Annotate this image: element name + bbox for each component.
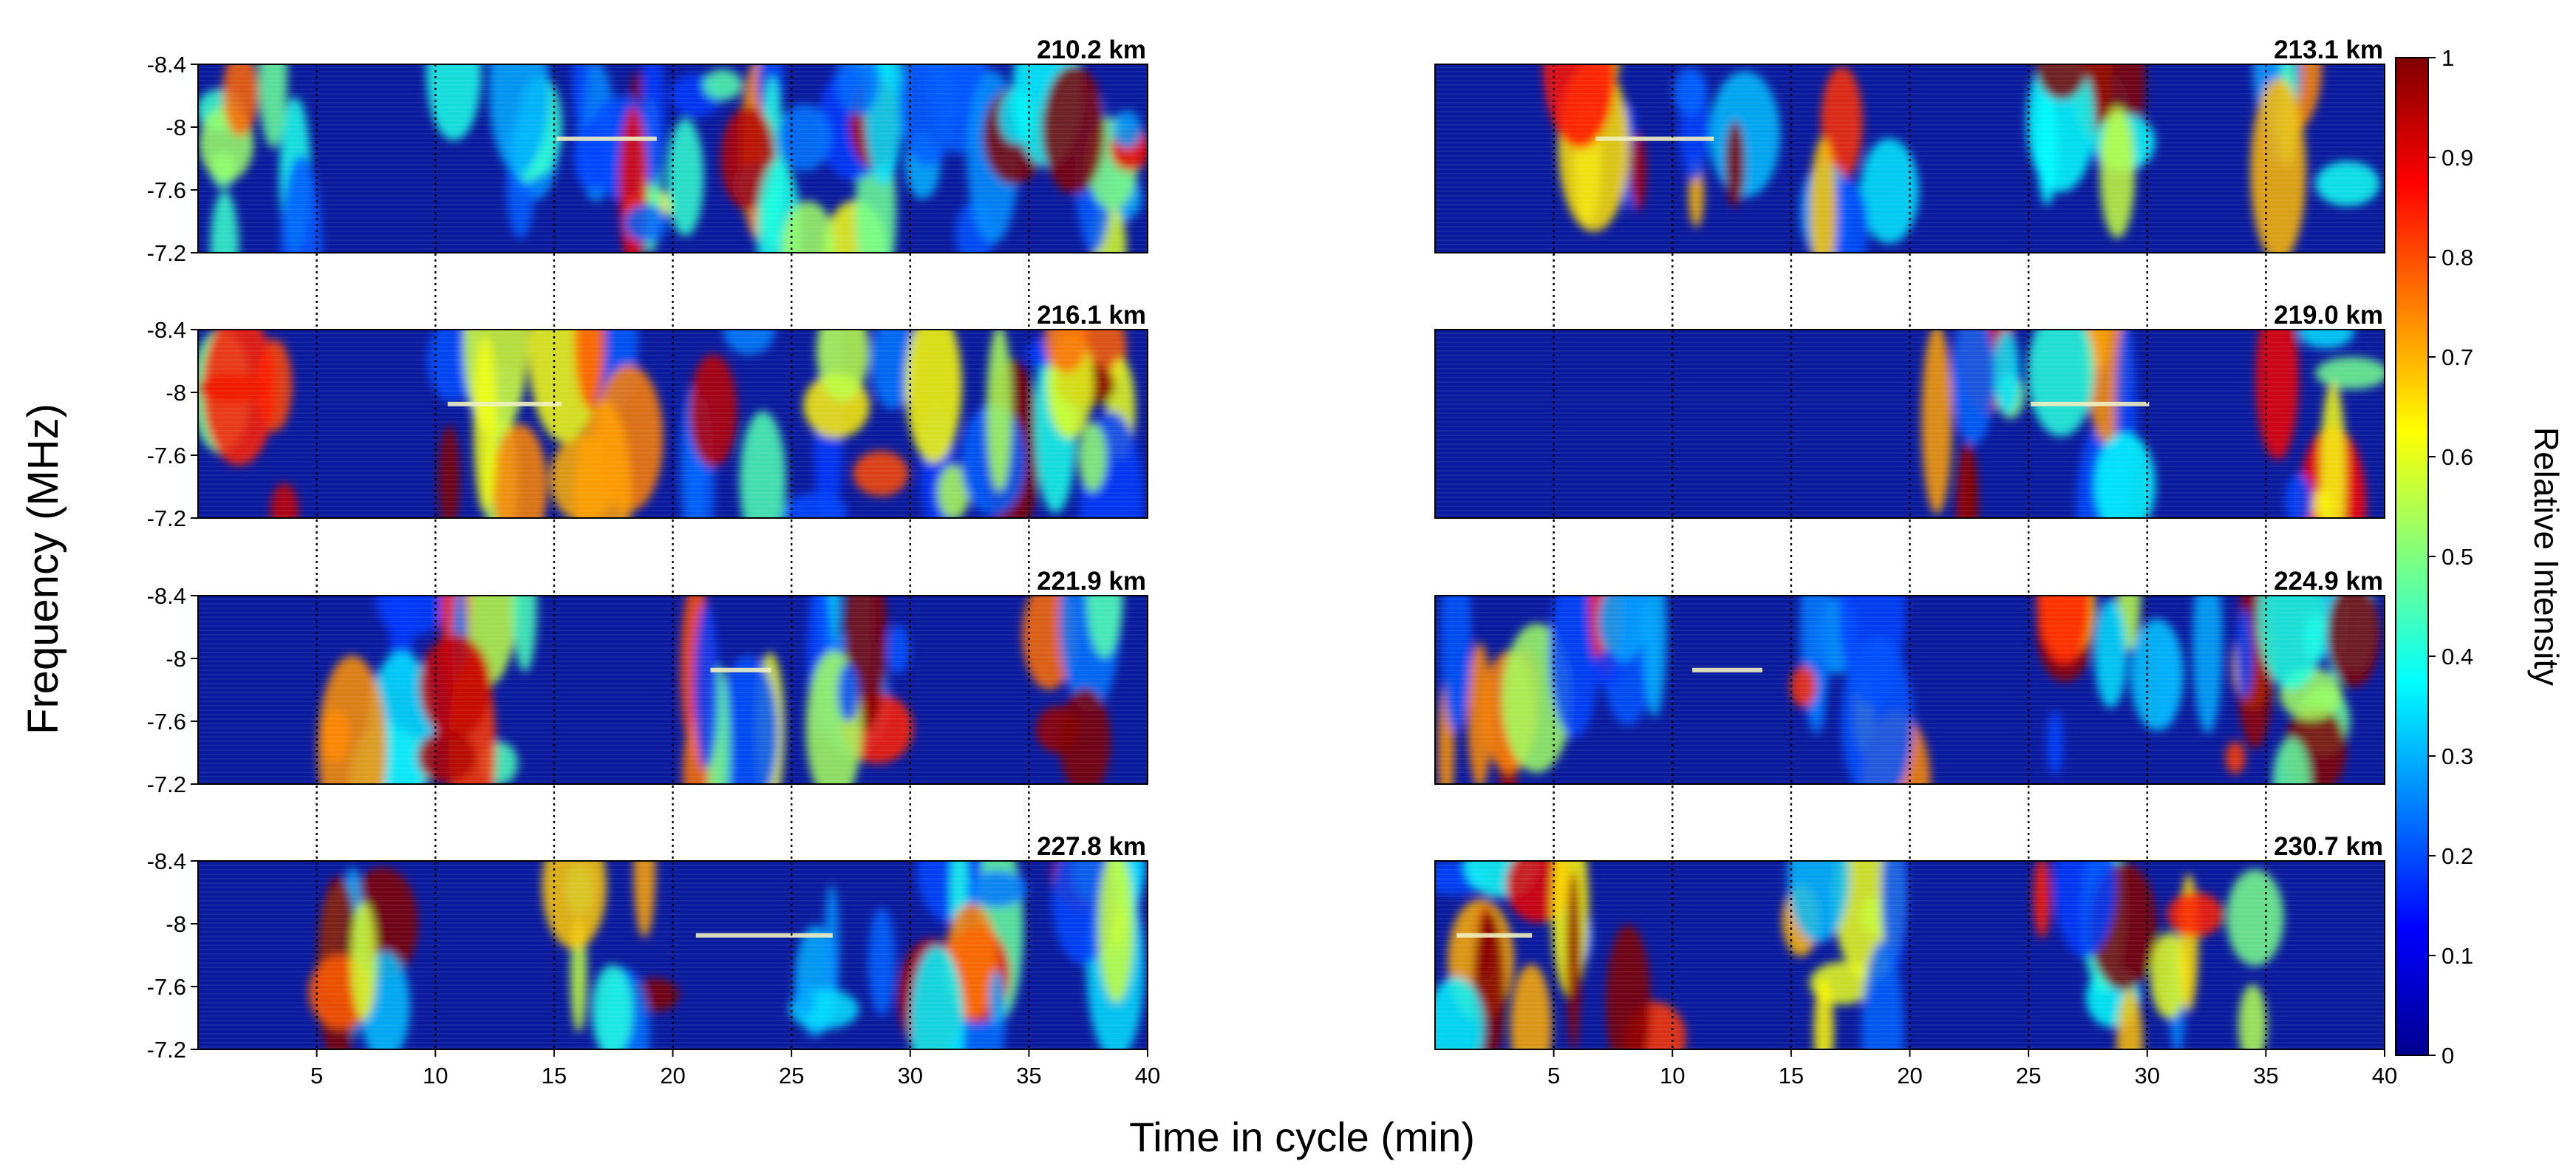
narrowband-trace [447,401,562,406]
spectrogram-panel: 216.1 km -8.4 -8 -7.6 -7.2 [147,301,1148,531]
colorbar-tick-label: 1 [2442,45,2454,71]
panels-layer: 210.2 km -8.4 -8 -7.6 -7.2 213.1 km 216.1 km -8… [147,35,2398,1089]
altitude-label: 219.0 km [2274,301,2383,330]
y-tick-label: -7.2 [147,1037,186,1063]
y-tick-label: -8.4 [147,317,186,343]
altitude-label: 210.2 km [1037,35,1146,64]
spectrogram-panel: 221.9 km -8.4 -8 -7.6 -7.2 [147,567,1148,797]
narrowband-trace [556,136,657,141]
narrowband-trace [1456,933,1533,938]
x-tick-label: 20 [1897,1063,1922,1089]
y-tick-label: -7.6 [147,177,186,203]
panel-texture [198,596,1148,784]
colorbar-tick-label: 0.7 [2442,344,2473,370]
x-tick-label: 25 [779,1063,804,1089]
narrowband-trace [2031,401,2150,406]
colorbar-gradient [2395,57,2429,1056]
colorbar-tick-label: 0.9 [2442,145,2473,171]
x-tick-label: 20 [660,1063,685,1089]
x-tick-label: 35 [1016,1063,1041,1089]
x-tick-label: 15 [1779,1063,1804,1089]
narrowband-trace [1692,667,1762,672]
colorbar-tick-label: 0.3 [2442,743,2473,769]
x-tick-label: 5 [1547,1063,1560,1089]
colorbar-label: Relative Intensity [2527,427,2566,686]
colorbar-tick-label: 0.5 [2442,544,2473,570]
y-tick-label: -7.2 [147,772,186,797]
x-tick-label: 15 [542,1063,567,1089]
panel-frame [1434,595,2385,785]
panel-texture [198,861,1148,1049]
y-tick-label: -8 [166,911,186,937]
x-tick-label: 30 [2135,1063,2160,1089]
panel-texture [198,330,1148,518]
x-tick-label: 40 [2372,1063,2397,1089]
altitude-label: 224.9 km [2274,567,2383,596]
narrowband-trace [710,667,771,672]
colorbar: 0 0.1 0.2 0.3 0.4 0.5 0.6 0.7 0.8 0.9 1 Relative I… [2395,45,2566,1069]
spectrogram-panel: 219.0 km [1434,301,2385,519]
panel-frame [197,329,1148,519]
y-tick-label: -7.6 [147,709,186,735]
colorbar-tick-label: 0.8 [2442,245,2473,270]
spectrogram-panel: 210.2 km -8.4 -8 -7.6 -7.2 [147,35,1148,266]
y-tick-label: -8.4 [147,848,186,874]
x-tick-label: 10 [1660,1063,1685,1089]
y-tick-label: -7.2 [147,240,186,266]
colorbar-tick-label: 0.2 [2442,843,2473,869]
y-tick-label: -8 [166,115,186,140]
y-tick-label: -8 [166,646,186,672]
y-tick-label: -8 [166,380,186,406]
y-tick-label: -7.2 [147,505,186,531]
colorbar-tick-label: 0.4 [2442,644,2473,670]
altitude-label: 221.9 km [1037,567,1146,596]
x-tick-label: 25 [2016,1063,2041,1089]
panel-texture [1435,330,2385,518]
x-tick-label: 5 [310,1063,323,1089]
colorbar-ticks: 0 0.1 0.2 0.3 0.4 0.5 0.6 0.7 0.8 0.9 1 [2428,45,2473,1069]
vertical-guides [316,64,2267,1049]
altitude-label: 213.1 km [2274,35,2383,64]
narrowband-trace [695,933,833,938]
y-tick-label: -7.6 [147,974,186,1000]
panel-texture [1435,596,2385,784]
x-tick-label: 30 [898,1063,923,1089]
y-tick-label: -7.6 [147,443,186,469]
x-tick-label: 10 [423,1063,448,1089]
x-axis-label: Time in cycle (min) [1129,1114,1475,1160]
y-axis-label: Frequency (MHz) [19,403,67,735]
panel-frame [197,595,1148,785]
x-tick-label: 35 [2253,1063,2278,1089]
narrowband-trace [1595,136,1714,141]
colorbar-tick-label: 0.1 [2442,943,2473,969]
y-tick-label: -8.4 [147,52,186,78]
x-tick-label: 40 [1135,1063,1160,1089]
spectrogram-panel: 227.8 km -8.4 -8 -7.6 -7.2 5 10 15 20 25 30 35 40 [147,832,1161,1089]
y-tick-label: -8.4 [147,583,186,609]
altitude-label: 230.7 km [2274,832,2383,861]
colorbar-tick-label: 0 [2442,1043,2454,1069]
colorbar-tick-label: 0.6 [2442,444,2473,470]
altitude-label: 227.8 km [1037,832,1146,861]
panel-texture [1435,861,2385,1049]
altitude-label: 216.1 km [1037,301,1146,330]
panel-frame [1434,329,2385,519]
